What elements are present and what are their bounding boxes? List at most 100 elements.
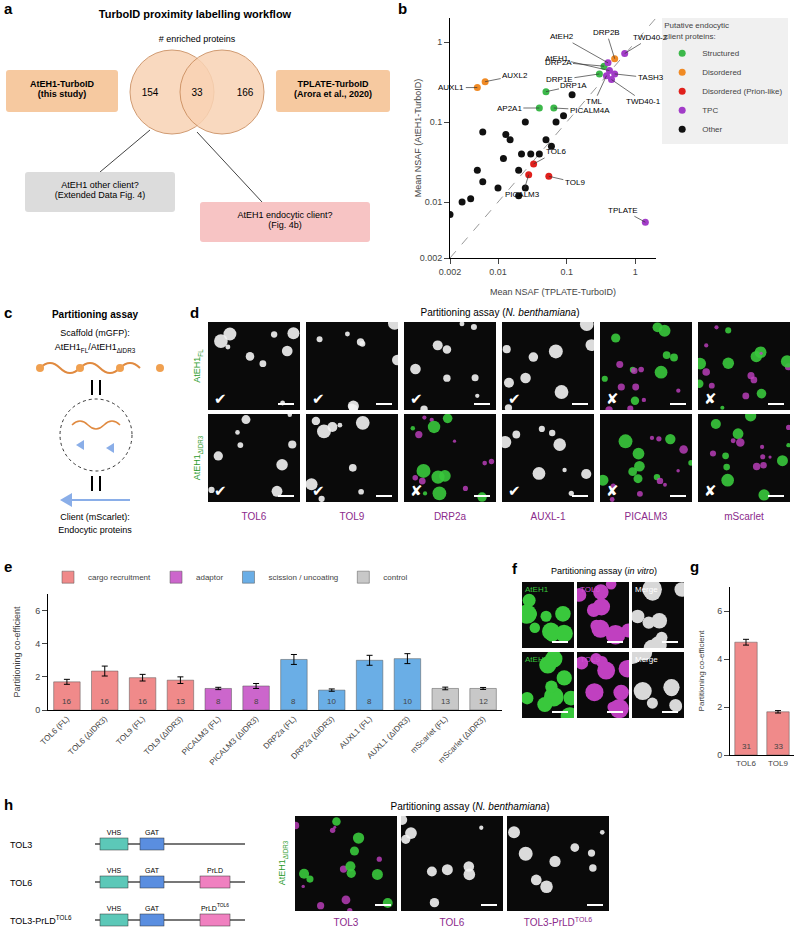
svg-text:DRP2a (ΔIDR3): DRP2a (ΔIDR3)	[289, 714, 336, 761]
svg-text:DRP2a: DRP2a	[434, 511, 467, 522]
svg-text:PICALM3: PICALM3	[625, 511, 668, 522]
svg-text:✔: ✔	[214, 482, 227, 499]
svg-text:TOL3-PrLDTOL6: TOL3-PrLDTOL6	[10, 914, 72, 926]
svg-text:a: a	[4, 0, 13, 17]
svg-text:Partitioning assay (in vitro): Partitioning assay (in vitro)	[551, 566, 657, 576]
svg-text:PrLDTOL6: PrLDTOL6	[201, 903, 229, 912]
svg-text:TOL6: TOL6	[580, 585, 600, 594]
svg-text:AtEH1: AtEH1	[525, 585, 549, 594]
svg-text:Partitioning assay (N. bentham: Partitioning assay (N. benthamiana)	[391, 801, 550, 812]
svg-text:33: 33	[774, 742, 783, 751]
svg-text:TOL6: TOL6	[10, 878, 32, 888]
svg-text:f: f	[512, 560, 518, 577]
svg-text:Merge: Merge	[635, 585, 658, 594]
svg-text:DRP1A: DRP1A	[560, 81, 587, 90]
svg-text:AtEH2: AtEH2	[550, 32, 574, 41]
svg-text:g: g	[690, 558, 699, 575]
svg-text:AUXL2: AUXL2	[502, 71, 528, 80]
svg-text:TOL3: TOL3	[10, 840, 32, 850]
svg-text:33: 33	[191, 87, 203, 98]
svg-text:0.1: 0.1	[560, 267, 573, 277]
svg-text:0.01: 0.01	[425, 197, 443, 207]
svg-text:0.1: 0.1	[430, 117, 443, 127]
svg-text:AUXL1: AUXL1	[438, 83, 464, 92]
svg-text:8: 8	[216, 697, 221, 706]
svg-text:AtEH1: AtEH1	[525, 655, 549, 664]
svg-text:PICALM3 (FL): PICALM3 (FL)	[180, 714, 223, 757]
svg-text:AUXL1 (FL): AUXL1 (FL)	[338, 714, 374, 750]
svg-text:TPLATE-TurboID(Arora et al., 2: TPLATE-TurboID(Arora et al., 2020)	[294, 79, 372, 100]
svg-text:0.01: 0.01	[489, 267, 507, 277]
svg-text:d: d	[190, 304, 199, 321]
svg-text:✘: ✘	[410, 482, 423, 499]
svg-text:Client (mScarlet):: Client (mScarlet):	[60, 512, 130, 522]
svg-text:TurboID proximity labelling wo: TurboID proximity labelling workflow	[99, 8, 292, 20]
svg-text:✔: ✔	[508, 390, 521, 407]
svg-text:TOL6 (FL): TOL6 (FL)	[39, 714, 72, 747]
svg-text:AtEH1 other client?(Extended D: AtEH1 other client?(Extended Data Fig. 4…	[55, 180, 146, 201]
svg-text:TWD40-2: TWD40-2	[633, 33, 668, 42]
svg-text:Putative endocyticclient prote: Putative endocyticclient proteins:	[664, 21, 729, 40]
svg-text:AP2A1: AP2A1	[497, 104, 522, 113]
svg-text:Disordered: Disordered	[702, 68, 741, 77]
svg-text:TOL6: TOL6	[242, 511, 267, 522]
svg-text:Partitioning assay (N. bentham: Partitioning assay (N. benthamiana)	[421, 307, 580, 318]
svg-text:0: 0	[717, 750, 722, 760]
svg-text:VHS: VHS	[107, 829, 122, 836]
svg-text:✘: ✘	[606, 390, 619, 407]
svg-text:0: 0	[35, 705, 40, 715]
svg-text:TOL9 (FL): TOL9 (FL)	[114, 714, 147, 747]
svg-text:h: h	[4, 796, 13, 813]
svg-text:0.002: 0.002	[439, 267, 462, 277]
svg-text:VHS: VHS	[107, 867, 122, 874]
svg-text:GAT: GAT	[145, 905, 160, 912]
svg-text:TML: TML	[586, 97, 603, 106]
svg-text:Partitioning co-efficient: Partitioning co-efficient	[697, 630, 706, 712]
svg-text:8: 8	[291, 697, 296, 706]
svg-text:e: e	[4, 558, 12, 575]
svg-text:GAT: GAT	[145, 829, 160, 836]
svg-text:TOL6: TOL6	[546, 147, 566, 156]
svg-text:TPC: TPC	[702, 106, 718, 115]
svg-text:10: 10	[327, 697, 336, 706]
svg-text:mScarlet (ΔIDR3): mScarlet (ΔIDR3)	[437, 714, 488, 765]
svg-text:154: 154	[142, 87, 159, 98]
svg-text:AtEH1FL/AtEH1ΔIDR3: AtEH1FL/AtEH1ΔIDR3	[55, 342, 136, 354]
svg-text:Mean NSAF (AtEH1-TurboID): Mean NSAF (AtEH1-TurboID)	[413, 79, 423, 198]
svg-text:31: 31	[742, 742, 751, 751]
svg-text:scission / uncoating: scission / uncoating	[268, 573, 338, 582]
svg-text:Disordered (Prion-like): Disordered (Prion-like)	[702, 87, 782, 96]
svg-text:AtEH1 endocytic client?(Fig. 4: AtEH1 endocytic client?(Fig. 4b)	[237, 210, 332, 231]
svg-text:1: 1	[633, 267, 638, 277]
svg-text:mScarlet (FL): mScarlet (FL)	[409, 714, 450, 755]
svg-text:c: c	[4, 304, 12, 321]
svg-text:166: 166	[237, 87, 254, 98]
svg-text:PICALM4A: PICALM4A	[570, 106, 610, 115]
svg-text:✔: ✔	[410, 390, 423, 407]
svg-text:DRP2B: DRP2B	[593, 28, 620, 37]
svg-text:TOL6 (ΔIDR3): TOL6 (ΔIDR3)	[67, 714, 110, 757]
svg-text:Merge: Merge	[635, 655, 658, 664]
svg-text:DRP2a (FL): DRP2a (FL)	[262, 714, 299, 751]
svg-text:AtEH1: AtEH1	[545, 54, 569, 63]
svg-text:Structured: Structured	[702, 49, 739, 58]
svg-text:DRP1E: DRP1E	[546, 75, 573, 84]
svg-text:mScarlet: mScarlet	[724, 511, 764, 522]
svg-text:8: 8	[367, 697, 372, 706]
svg-text:16: 16	[62, 697, 71, 706]
svg-text:control: control	[383, 573, 407, 582]
svg-text:AUXL1 (ΔIDR3): AUXL1 (ΔIDR3)	[365, 714, 412, 761]
svg-text:AUXL-1: AUXL-1	[530, 511, 565, 522]
svg-text:TPLATE: TPLATE	[608, 206, 638, 215]
svg-text:VHS: VHS	[107, 905, 122, 912]
svg-text:TWD40-1: TWD40-1	[626, 97, 661, 106]
svg-text:4: 4	[717, 654, 722, 664]
svg-text:Mean NSAF (TPLATE-TurboID): Mean NSAF (TPLATE-TurboID)	[490, 287, 616, 297]
svg-text:13: 13	[176, 697, 185, 706]
svg-text:GAT: GAT	[145, 867, 160, 874]
svg-text:AtEH1ΔIDR3: AtEH1ΔIDR3	[277, 840, 289, 885]
svg-text:Scaffold (mGFP):: Scaffold (mGFP):	[60, 328, 129, 338]
svg-text:AtEH1FL: AtEH1FL	[192, 349, 204, 383]
svg-text:2: 2	[35, 672, 40, 682]
svg-text:12: 12	[479, 697, 488, 706]
